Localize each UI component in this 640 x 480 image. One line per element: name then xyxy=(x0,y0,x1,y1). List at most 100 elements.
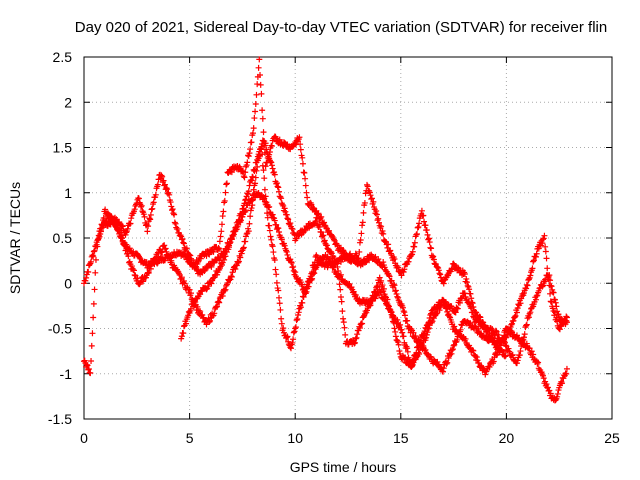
data-point xyxy=(197,308,204,315)
data-point xyxy=(523,285,530,292)
data-point xyxy=(548,299,555,306)
data-point xyxy=(315,210,322,217)
data-point xyxy=(318,233,325,240)
data-point xyxy=(206,318,213,325)
data-point xyxy=(219,213,226,220)
data-point xyxy=(296,134,303,141)
data-point xyxy=(192,299,199,306)
chart-title: Day 020 of 2021, Sidereal Day-to-day VTE… xyxy=(75,19,607,36)
data-point xyxy=(459,322,466,329)
data-point xyxy=(397,321,404,328)
data-point xyxy=(208,280,215,287)
data-point xyxy=(92,256,99,263)
data-point xyxy=(393,291,400,298)
data-point xyxy=(367,192,374,199)
data-point xyxy=(394,293,401,300)
data-point xyxy=(284,215,291,222)
data-point xyxy=(413,349,420,356)
data-point xyxy=(174,225,181,232)
data-point xyxy=(454,305,461,312)
data-point xyxy=(383,299,390,306)
data-point xyxy=(135,195,142,202)
data-point xyxy=(283,248,290,255)
data-point xyxy=(86,261,93,268)
y-tick-label: -0.5 xyxy=(48,321,72,337)
data-point xyxy=(181,280,188,287)
data-point xyxy=(158,249,165,256)
data-point xyxy=(303,189,310,196)
data-point xyxy=(284,333,291,340)
data-point xyxy=(283,211,290,218)
data-point xyxy=(346,280,353,287)
data-point xyxy=(540,282,547,289)
data-point xyxy=(542,243,549,250)
data-point xyxy=(350,288,357,295)
data-point xyxy=(385,303,392,310)
data-point xyxy=(354,255,361,262)
data-point xyxy=(258,144,265,151)
data-point xyxy=(297,141,304,148)
data-point xyxy=(262,140,269,147)
data-point xyxy=(215,244,222,251)
data-point xyxy=(390,319,397,326)
data-point xyxy=(516,352,523,359)
data-point xyxy=(448,266,455,273)
data-point xyxy=(457,326,464,333)
data-point xyxy=(228,273,235,280)
data-point xyxy=(366,189,373,196)
data-point xyxy=(412,353,419,360)
data-point xyxy=(234,221,241,228)
data-point xyxy=(146,215,153,222)
data-point xyxy=(552,299,559,306)
data-point xyxy=(235,258,242,265)
data-point xyxy=(462,335,469,342)
data-point xyxy=(490,358,497,365)
data-point xyxy=(351,340,358,347)
data-point xyxy=(426,239,433,246)
data-point xyxy=(489,334,496,341)
data-point xyxy=(360,209,367,216)
data-point xyxy=(386,273,393,280)
data-point xyxy=(539,283,546,290)
x-axis-ticks: 0 5 10 15 20 25 xyxy=(80,57,620,446)
data-point xyxy=(241,174,248,181)
data-point xyxy=(291,328,298,335)
data-point xyxy=(340,315,347,322)
data-point xyxy=(277,193,284,200)
data-point xyxy=(361,199,368,206)
data-point xyxy=(252,108,259,115)
data-point xyxy=(338,298,345,305)
data-point xyxy=(278,195,285,202)
data-point xyxy=(454,336,461,343)
data-point xyxy=(461,270,468,277)
data-point xyxy=(400,333,407,340)
data-point xyxy=(216,245,223,252)
data-point xyxy=(240,173,247,180)
data-point xyxy=(528,348,535,355)
data-point xyxy=(426,314,433,321)
x-tick-label: 0 xyxy=(80,430,88,446)
data-point xyxy=(97,228,104,235)
data-point xyxy=(418,207,425,214)
data-point xyxy=(295,232,302,239)
data-point xyxy=(266,203,273,210)
data-point xyxy=(342,331,349,338)
data-point xyxy=(130,267,137,274)
data-point xyxy=(247,146,254,153)
data-point xyxy=(252,101,259,108)
data-point xyxy=(259,115,266,122)
data-point xyxy=(268,236,275,243)
data-point xyxy=(273,271,280,278)
data-point xyxy=(222,253,229,260)
data-point xyxy=(257,72,263,79)
data-point xyxy=(88,358,95,365)
data-point xyxy=(216,238,223,245)
data-point xyxy=(169,206,176,213)
data-point xyxy=(353,334,360,341)
data-point xyxy=(254,156,261,163)
data-point xyxy=(223,181,230,188)
data-point xyxy=(451,323,458,330)
data-point xyxy=(119,223,126,230)
data-point xyxy=(404,345,411,352)
data-point xyxy=(127,220,134,227)
